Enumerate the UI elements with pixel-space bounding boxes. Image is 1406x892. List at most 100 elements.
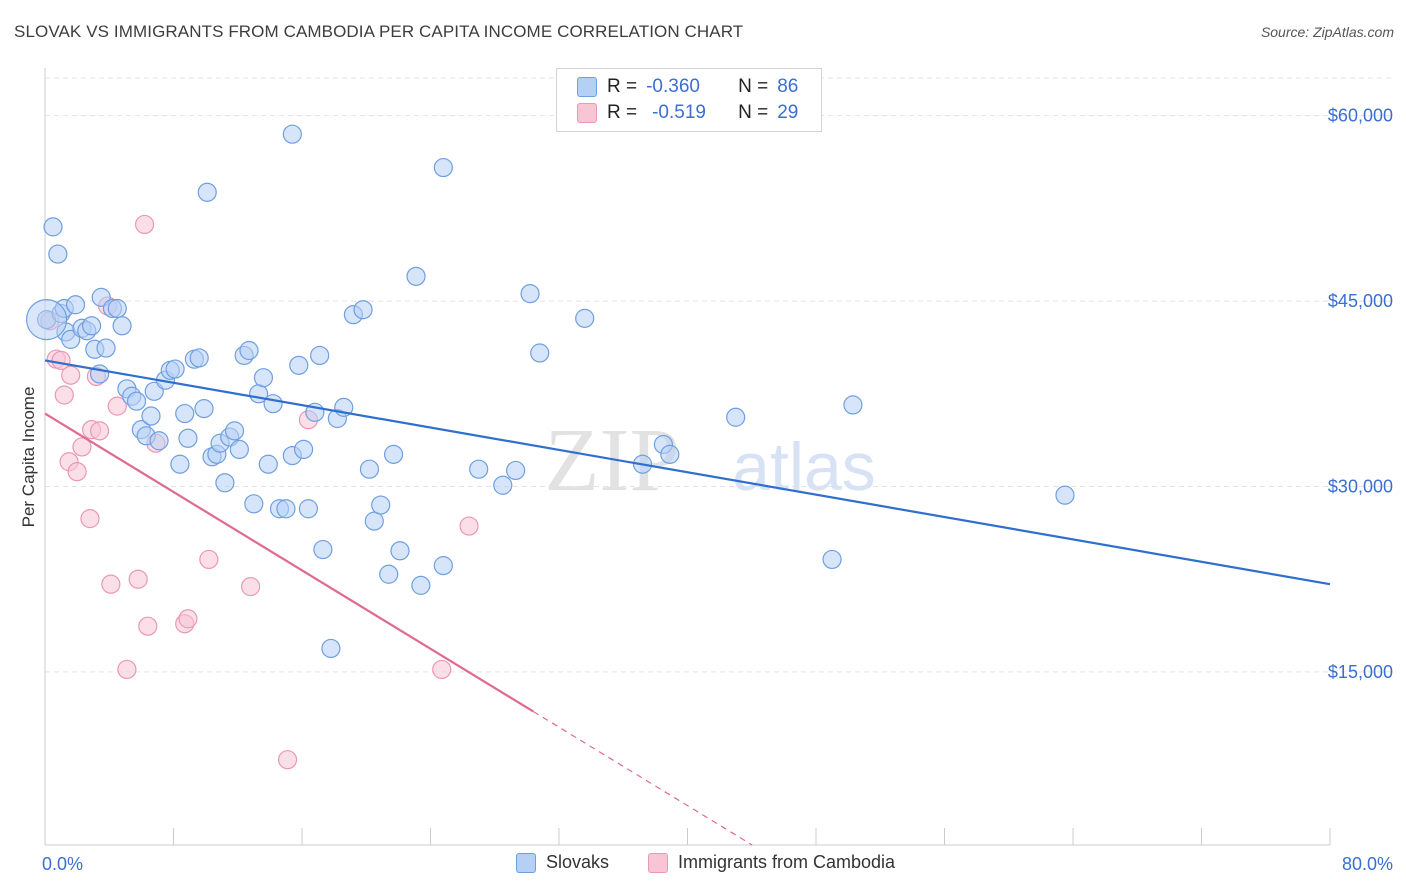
slovak-point — [224, 421, 245, 441]
slovak-point — [244, 494, 264, 514]
cambodia-swatch — [577, 103, 597, 123]
r-value: -0.360 — [646, 76, 700, 97]
chart-title: SLOVAK VS IMMIGRANTS FROM CAMBODIA PER C… — [14, 22, 744, 41]
slovak-point — [575, 308, 595, 328]
slovak-point — [469, 459, 489, 479]
slovak-point — [258, 454, 278, 474]
series-legend: Slovaks Immigrants from Cambodia — [0, 852, 1406, 878]
slovak-point — [520, 284, 540, 304]
slovak-point — [215, 473, 235, 493]
slovak-point — [263, 394, 283, 414]
slovak-point — [189, 348, 209, 368]
slovak-point — [433, 556, 453, 576]
slovak-point — [294, 439, 314, 460]
legend-item-cambodia[interactable]: Immigrants from Cambodia — [648, 852, 895, 873]
slovak-point — [313, 539, 333, 560]
r-label: R = — [607, 102, 638, 123]
cambodia-point — [178, 609, 198, 629]
slovak-point — [1055, 485, 1075, 505]
legend-row-slovaks: R = -0.360 N = 86 — [577, 74, 798, 100]
slovaks-swatch — [516, 852, 536, 873]
axes — [44, 68, 1331, 846]
slovak-point — [843, 395, 863, 415]
cambodia-swatch — [648, 852, 668, 873]
slovak-point — [383, 444, 404, 464]
slovak-point — [239, 340, 259, 361]
cambodia-point — [67, 462, 87, 482]
cambodia-point — [459, 516, 479, 536]
cambodia-point — [277, 750, 298, 770]
cambodia-point — [134, 214, 155, 235]
cambodia-point — [54, 385, 74, 405]
slovak-point — [141, 406, 161, 426]
slovak-point — [81, 316, 102, 336]
slovak-point — [194, 399, 214, 419]
slovak-point — [364, 511, 384, 531]
watermark-zip: ZIP — [545, 411, 680, 510]
slovak-point — [276, 499, 296, 519]
slovak-point — [406, 266, 426, 286]
slovak-point — [96, 338, 116, 358]
y-tick-label: $45,000 — [1328, 291, 1393, 311]
cambodia-point — [107, 396, 127, 416]
correlation-legend: R = -0.360 N = 86 R = -0.519 N = 29 — [556, 68, 822, 132]
x-tick-label: 80.0% — [1342, 854, 1393, 874]
slovak-point — [433, 157, 453, 178]
slovak-point — [149, 431, 169, 451]
y-axis-label: Per Capita Income — [19, 387, 38, 528]
slovak-point — [321, 638, 341, 659]
slovak-point — [43, 217, 63, 237]
y-tick-label: $30,000 — [1328, 476, 1393, 496]
slovak-point — [298, 499, 319, 519]
slovaks-swatch — [577, 77, 597, 97]
cambodia-trend-extension — [532, 710, 753, 846]
watermark: ZIP atlas — [545, 411, 876, 510]
slovak-point — [822, 549, 842, 570]
slovak-point — [175, 403, 195, 424]
slovak-point — [178, 428, 198, 448]
cambodia-point — [72, 437, 92, 457]
legend-label-slovaks: Slovaks — [546, 852, 610, 872]
x-tick-label: 0.0% — [42, 854, 83, 874]
cambodia-point — [138, 616, 158, 636]
series-slovaks-points — [26, 124, 1075, 659]
n-value: 29 — [777, 102, 799, 123]
n-label: N = — [738, 102, 769, 123]
slovak-point — [289, 355, 309, 375]
cambodia-point — [61, 365, 81, 385]
slovak-point — [371, 495, 391, 515]
cambodia-point — [117, 659, 137, 680]
legend-item-slovaks[interactable]: Slovaks — [516, 852, 609, 873]
r-label: R = — [607, 76, 638, 97]
n-value: 86 — [777, 76, 799, 97]
slovak-point — [726, 407, 746, 427]
slovaks-trend-line — [44, 359, 1331, 586]
tick-labels: $15,000 $30,000 $45,000 $60,000 0.0% 80.0% — [42, 106, 1393, 874]
slovak-point — [65, 295, 86, 315]
chart-source: Source: ZipAtlas.com — [1260, 24, 1394, 40]
slovak-point — [165, 359, 185, 379]
slovak-point — [411, 575, 431, 595]
y-tick-label: $15,000 — [1328, 662, 1393, 682]
cambodia-point — [241, 577, 261, 597]
slovak-point — [493, 475, 513, 495]
cambodia-point — [199, 549, 219, 570]
slovak-point — [282, 124, 302, 144]
slovak-point-cluster — [26, 299, 68, 341]
slovak-point — [506, 460, 526, 481]
legend-row-cambodia: R = -0.519 N = 29 — [577, 100, 798, 126]
y-tick-label: $60,000 — [1328, 106, 1393, 126]
slovak-point — [170, 454, 190, 474]
cambodia-point — [128, 569, 148, 589]
n-label: N = — [738, 76, 769, 97]
slovak-point — [107, 298, 127, 319]
slovak-point — [253, 368, 274, 388]
slovak-point — [660, 444, 680, 464]
slovak-point — [229, 439, 249, 460]
slovak-point — [359, 459, 380, 479]
trend-lines — [44, 359, 1331, 846]
slovak-point — [379, 564, 399, 584]
cambodia-point — [80, 509, 100, 529]
slovak-point — [390, 541, 410, 561]
slovak-point — [197, 182, 217, 202]
